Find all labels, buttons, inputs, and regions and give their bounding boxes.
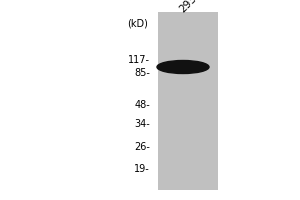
Text: (kD): (kD) [128,18,148,28]
Text: 26-: 26- [134,142,150,152]
Text: 19-: 19- [134,164,150,174]
Ellipse shape [157,60,209,73]
Text: 117-: 117- [128,55,150,65]
Text: 85-: 85- [134,68,150,78]
Text: 48-: 48- [134,100,150,110]
Text: 34-: 34- [134,119,150,129]
Text: 293: 293 [178,0,199,14]
Bar [158,12,218,190]
